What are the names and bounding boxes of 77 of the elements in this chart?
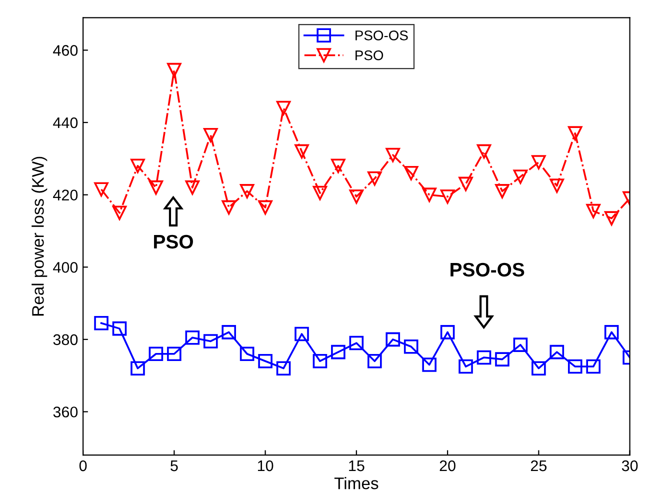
point xyxy=(404,339,418,354)
point xyxy=(568,359,582,374)
y-tick-label: 440 xyxy=(53,117,78,128)
point xyxy=(130,361,145,376)
point xyxy=(495,352,510,366)
point xyxy=(513,170,528,184)
point xyxy=(495,184,510,198)
point xyxy=(203,334,218,348)
point xyxy=(586,359,601,374)
point xyxy=(148,346,164,362)
point xyxy=(258,200,272,215)
point xyxy=(368,171,382,186)
point xyxy=(185,330,200,345)
point xyxy=(276,361,291,376)
y-tick-label: 420 xyxy=(53,190,78,200)
point xyxy=(276,100,291,116)
x-tick-label: 20 xyxy=(440,460,456,472)
point xyxy=(94,182,108,197)
point xyxy=(404,166,418,180)
point xyxy=(368,354,382,368)
point xyxy=(532,155,546,170)
legend-label: PSO-OS xyxy=(356,30,408,40)
point xyxy=(258,354,272,368)
point xyxy=(458,176,473,192)
x-axis-title: Times xyxy=(334,476,378,490)
point xyxy=(604,325,619,340)
annotation: PSO-OS xyxy=(450,262,524,277)
y-tick-label: 400 xyxy=(53,262,78,273)
point xyxy=(222,325,236,340)
point xyxy=(550,178,564,193)
point xyxy=(586,204,601,218)
point xyxy=(294,144,309,159)
point xyxy=(422,358,436,372)
point xyxy=(331,158,346,174)
y-tick-label: 460 xyxy=(53,45,78,56)
x-tick-label: 15 xyxy=(349,460,364,472)
point xyxy=(604,211,619,226)
x-tick-label: 30 xyxy=(622,460,638,472)
point xyxy=(331,344,346,360)
point xyxy=(112,321,127,336)
y-tick-label: 360 xyxy=(53,406,78,418)
point xyxy=(203,128,218,142)
point xyxy=(349,336,364,350)
point xyxy=(112,206,127,220)
point xyxy=(294,326,309,342)
point xyxy=(476,144,492,159)
point xyxy=(240,184,254,198)
x-tick-label: 10 xyxy=(258,460,274,472)
y-tick-label: 380 xyxy=(53,334,78,346)
point xyxy=(440,325,455,340)
legend-label: PSO xyxy=(356,50,384,60)
point xyxy=(440,189,455,204)
point xyxy=(532,361,546,376)
point xyxy=(550,344,564,360)
point xyxy=(458,359,473,374)
point xyxy=(386,148,400,162)
point xyxy=(222,200,236,215)
point xyxy=(422,188,436,202)
point xyxy=(513,338,528,352)
point xyxy=(240,346,254,362)
x-tick-label: 5 xyxy=(170,460,178,472)
point xyxy=(386,332,400,347)
point xyxy=(312,186,328,200)
x-tick-label: 0 xyxy=(79,460,87,472)
point xyxy=(476,350,492,365)
point xyxy=(130,158,145,174)
point xyxy=(312,354,328,368)
y-axis-title: Real power loss (KW) xyxy=(32,156,48,316)
point xyxy=(185,180,200,195)
point xyxy=(349,189,364,204)
point xyxy=(148,180,164,195)
point xyxy=(568,126,582,140)
point xyxy=(167,62,182,78)
point xyxy=(167,346,182,362)
annotation: PSO xyxy=(154,234,193,249)
point xyxy=(94,316,108,330)
x-tick-label: 25 xyxy=(530,460,547,472)
